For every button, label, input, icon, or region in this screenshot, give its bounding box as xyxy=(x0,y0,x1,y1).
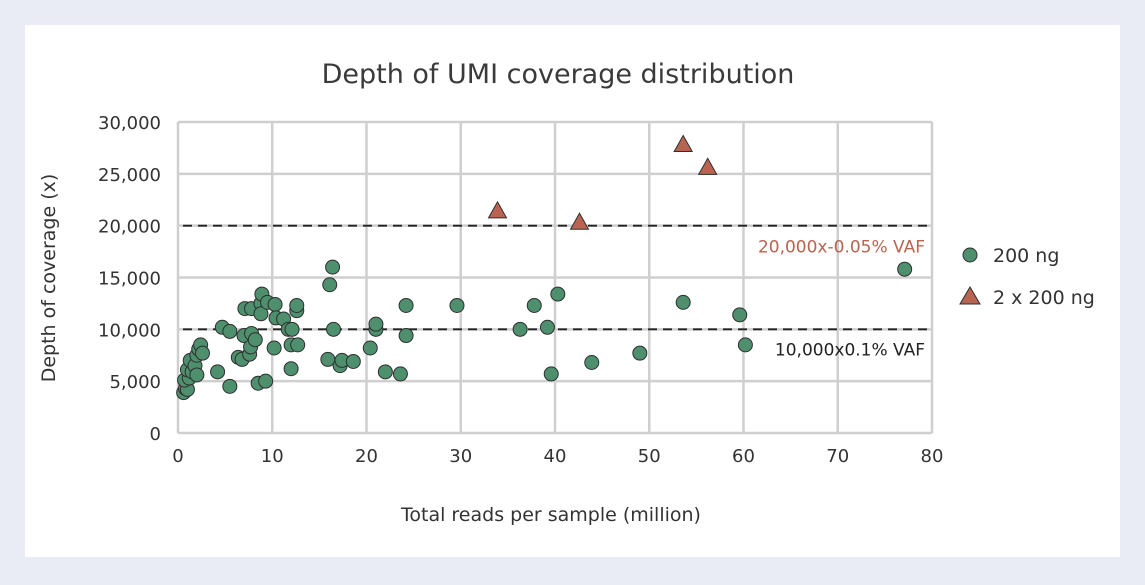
y-tick-label: 5,000 xyxy=(109,372,161,393)
data-point-circle xyxy=(345,353,361,369)
data-point-circle xyxy=(210,364,226,380)
x-tick-label: 0 xyxy=(172,446,183,467)
y-tick-label: 15,000 xyxy=(98,269,161,290)
axis-ticks: 0 10 20 30 40 50 60 70 80 0 5,000 10,000 15,000 20,00… xyxy=(98,113,943,467)
data-point-circle xyxy=(247,332,263,348)
chart-title: Depth of UMI coverage distribution xyxy=(322,59,795,90)
reference-line-label: 20,000x-0.05% VAF xyxy=(758,238,925,258)
data-point-circle xyxy=(675,294,691,310)
legend: 200 ng 2 x 200 ng xyxy=(959,245,1095,309)
data-point-circle xyxy=(222,323,238,339)
scatter-chart: 20,000x-0.05% VAF 10,000x0.1% VAF 0 10 20 30… xyxy=(38,59,1095,526)
data-point-circle xyxy=(290,337,306,353)
y-tick-label: 20,000 xyxy=(98,217,161,238)
x-tick-label: 30 xyxy=(449,446,472,467)
data-point-circle xyxy=(289,297,305,313)
x-tick-label: 50 xyxy=(638,446,661,467)
data-point-circle xyxy=(284,321,300,337)
x-tick-label: 60 xyxy=(732,446,755,467)
data-point-circle xyxy=(737,337,753,353)
reference-line-label: 10,000x0.1% VAF xyxy=(775,340,925,360)
data-point-circle xyxy=(325,259,341,275)
legend-marker-circle xyxy=(962,247,978,263)
data-point-triangle xyxy=(673,134,694,153)
data-point-circle xyxy=(526,297,542,313)
data-point-circle xyxy=(732,307,748,323)
x-tick-label: 40 xyxy=(544,446,567,467)
data-point-circle xyxy=(449,297,465,313)
x-tick-label: 20 xyxy=(355,446,378,467)
data-point-circle xyxy=(368,316,384,332)
data-point-circle xyxy=(283,361,299,377)
x-tick-label: 10 xyxy=(261,446,284,467)
data-point-circle xyxy=(362,340,378,356)
data-point-circle xyxy=(512,321,528,337)
y-tick-label: 25,000 xyxy=(98,165,161,186)
y-tick-label: 0 xyxy=(150,424,161,445)
data-point-circle xyxy=(189,367,205,383)
data-point-triangle xyxy=(569,212,590,230)
data-point-circle xyxy=(322,277,338,293)
x-tick-label: 80 xyxy=(921,446,944,467)
data-point-circle xyxy=(543,366,559,382)
x-axis-label: Total reads per sample (million) xyxy=(400,504,701,526)
data-point-circle xyxy=(222,378,238,394)
y-tick-label: 10,000 xyxy=(98,320,161,341)
data-point-circle xyxy=(326,321,342,337)
data-point-circle xyxy=(632,345,648,361)
legend-label: 200 ng xyxy=(993,245,1059,267)
chart-panel: 20,000x-0.05% VAF 10,000x0.1% VAF 0 10 20 30… xyxy=(25,25,1120,557)
reference-lines: 20,000x-0.05% VAF 10,000x0.1% VAF xyxy=(183,224,927,360)
data-point-circle xyxy=(267,296,283,312)
data-point-circle xyxy=(266,340,282,356)
x-tick-label: 70 xyxy=(826,446,849,467)
data-point-circle xyxy=(550,286,566,302)
data-points xyxy=(176,134,913,401)
legend-marker-triangle xyxy=(959,286,981,305)
legend-label: 2 x 200 ng xyxy=(993,287,1095,309)
y-axis-label: Depth of coverage (x) xyxy=(38,174,60,383)
data-point-circle xyxy=(897,261,913,277)
data-point-circle xyxy=(258,373,274,389)
grid xyxy=(176,120,934,435)
data-point-circle xyxy=(392,366,408,382)
data-point-circle xyxy=(539,319,555,335)
data-point-circle xyxy=(398,328,414,344)
data-point-circle xyxy=(377,364,393,380)
data-point-triangle xyxy=(697,157,718,175)
data-point-circle xyxy=(195,345,211,361)
y-tick-label: 30,000 xyxy=(98,113,161,134)
data-point-circle xyxy=(253,306,269,322)
data-point-triangle xyxy=(487,200,508,219)
data-point-circle xyxy=(584,355,600,371)
data-point-circle xyxy=(398,297,414,313)
